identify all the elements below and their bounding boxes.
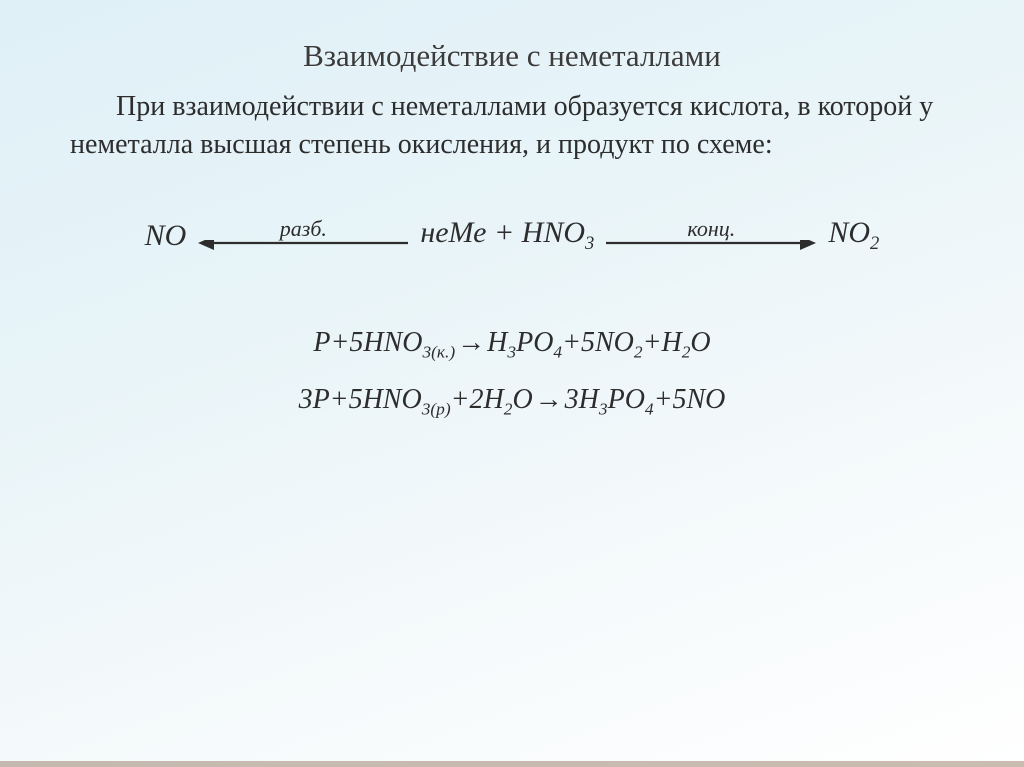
equation-2: 3P+5HNO3(р)+2H2O→3H3PO4+5NO xyxy=(70,373,954,427)
eq2-i: 4 xyxy=(645,400,654,419)
scheme-right-product: NO2 xyxy=(828,216,879,255)
eq2-e: O xyxy=(512,384,532,415)
eq2-j: +5NO xyxy=(654,384,726,415)
slide: Взаимодействие с неметаллами При взаимод… xyxy=(0,0,1024,767)
intro-paragraph: При взаимодействии с неметаллами образуе… xyxy=(70,88,954,164)
arrow-right: конц. xyxy=(606,216,816,256)
eq1-a: P+5HNO xyxy=(313,327,422,358)
eq1-k: O xyxy=(690,327,710,358)
eq1-e: PO xyxy=(516,327,553,358)
scheme-left-product: NO xyxy=(145,219,187,253)
eq2-g: 3 xyxy=(599,400,608,419)
eq2-a: 3P+5HNO xyxy=(299,384,422,415)
equation-1: P+5HNO3(к.)→H3PO4+5NO2+H2O xyxy=(70,316,954,370)
eq2-f: 3H xyxy=(565,384,599,415)
arrow-right-label: конц. xyxy=(687,216,735,242)
scheme-center: неМе + HNO3 xyxy=(420,216,594,255)
eq1-g: +5NO xyxy=(562,327,634,358)
eq1-i: +H xyxy=(643,327,682,358)
slide-title: Взаимодействие с неметаллами xyxy=(70,38,954,74)
equations-block: P+5HNO3(к.)→H3PO4+5NO2+H2O 3P+5HNO3(р)+2… xyxy=(70,316,954,427)
eq2-c: +2H xyxy=(451,384,504,415)
arrow-left: разб. xyxy=(198,216,408,256)
arrow-left-icon xyxy=(198,240,408,256)
scheme-center-text: неМе + HNO xyxy=(420,216,585,249)
eq2-h: PO xyxy=(608,384,645,415)
scheme-center-sub: 3 xyxy=(585,233,594,254)
eq1-h: 2 xyxy=(634,342,643,361)
eq1-f: 4 xyxy=(553,342,562,361)
eq1-c: H xyxy=(487,327,507,358)
arrow-left-label: разб. xyxy=(280,216,327,242)
reaction-scheme: NO разб. неМе + HNO3 конц. NO2 xyxy=(70,216,954,256)
eq1-b: 3(к.) xyxy=(422,342,455,361)
eq2-arrow: → xyxy=(533,384,565,415)
scheme-right-sub: 2 xyxy=(870,233,879,254)
eq2-b: 3(р) xyxy=(422,400,451,419)
arrow-right-icon xyxy=(606,240,816,256)
eq1-arrow: → xyxy=(455,327,487,358)
eq1-d: 3 xyxy=(507,342,516,361)
scheme-right-text: NO xyxy=(828,216,870,249)
